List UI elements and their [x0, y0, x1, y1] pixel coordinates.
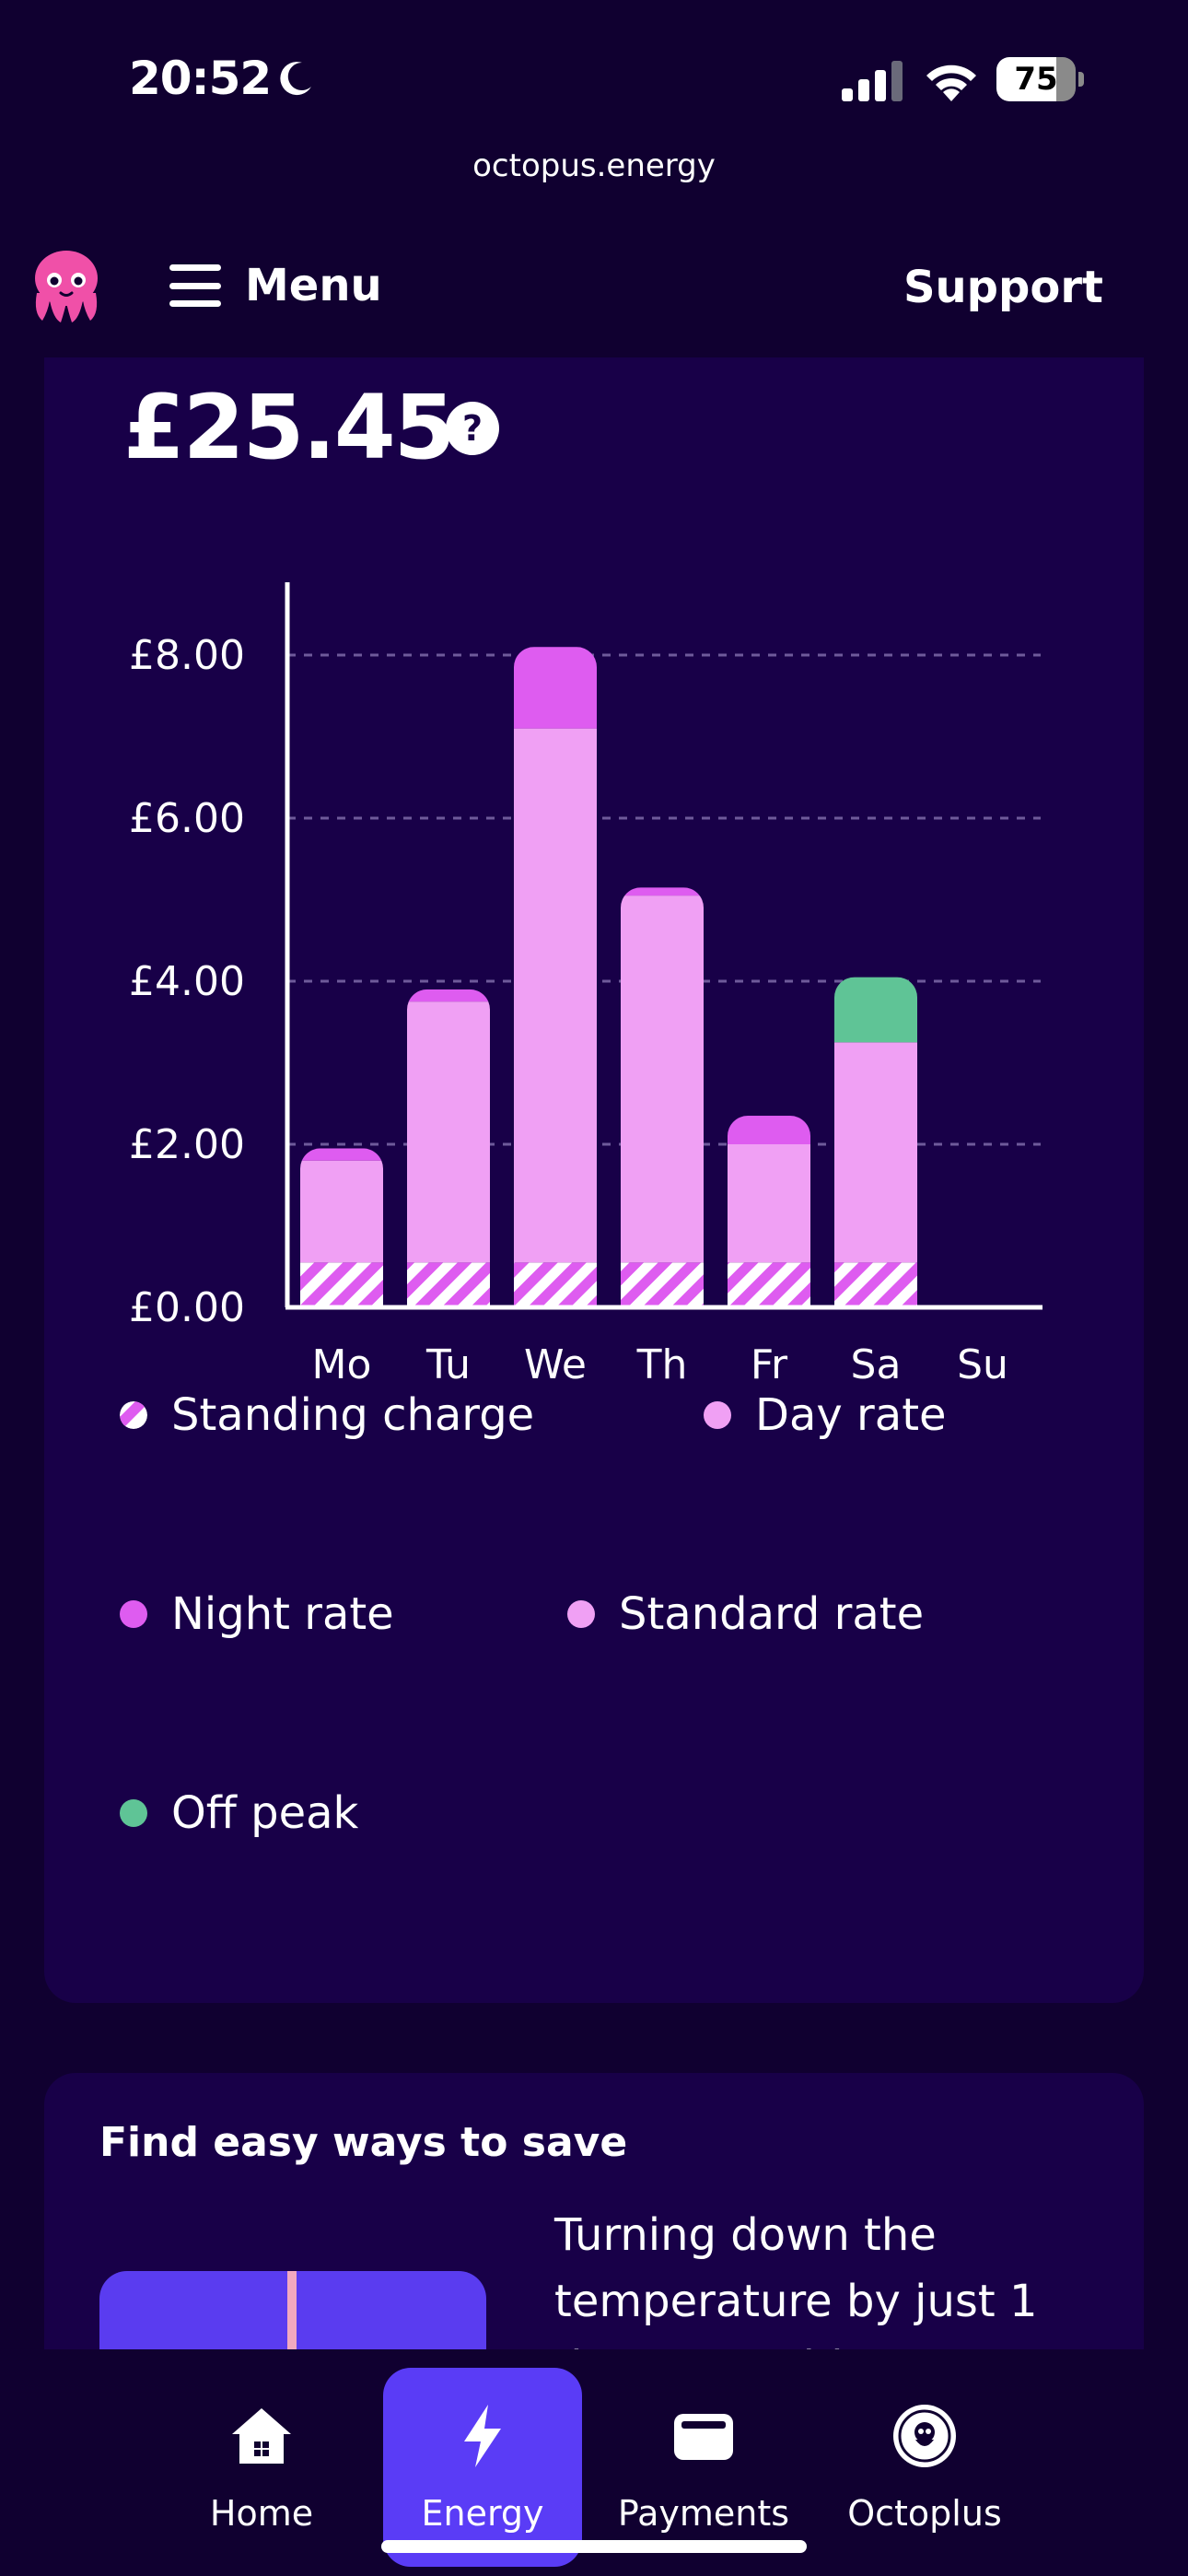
tab-label: Energy	[421, 2493, 544, 2534]
app-header: Menu Support	[0, 221, 1188, 350]
save-card-body: Turning down the temperature by just 1 d…	[554, 2209, 1038, 2349]
bar-segment-night	[621, 887, 704, 896]
tab-octoplus[interactable]: Octoplus	[825, 2368, 1024, 2567]
bar-segment-night	[407, 989, 490, 1002]
x-tick-label: Mo	[312, 1341, 372, 1388]
bar-segment-night	[300, 1148, 383, 1161]
bar-segment-night	[514, 647, 597, 729]
wifi-icon	[926, 64, 976, 101]
legend-item-standard-rate: Standard rate	[567, 1588, 924, 1640]
tab-label: Home	[209, 2493, 314, 2534]
x-tick-label: Su	[957, 1341, 1008, 1388]
y-tick-label: £6.00	[129, 795, 245, 842]
cost-bar-chart: £0.00 £2.00 £4.00 £6.00 £8.00 Mo Tu We Th Fr Sa Su	[129, 582, 1042, 1388]
tab-label: Payments	[617, 2493, 790, 2534]
battery-icon: 75	[996, 57, 1085, 103]
bar-segment-standing	[728, 1262, 810, 1307]
y-tick-label: £4.00	[129, 958, 245, 1005]
menu-label: Menu	[245, 260, 382, 311]
legend-label: Standard rate	[619, 1588, 925, 1640]
bar-segment-standing	[407, 1262, 490, 1307]
bar-segment-standard	[728, 1144, 810, 1263]
x-tick-label: We	[524, 1341, 587, 1388]
legend-label: Night rate	[171, 1588, 394, 1640]
legend-label: Day rate	[755, 1389, 947, 1441]
tab-home[interactable]: Home	[162, 2368, 361, 2567]
night-rate-swatch	[120, 1600, 147, 1628]
home-icon	[232, 2408, 291, 2464]
bar-segment-standard	[300, 1160, 383, 1263]
tab-payments[interactable]: Payments	[604, 2368, 803, 2567]
bar-mo[interactable]	[300, 1148, 383, 1307]
bar-segment-standing	[621, 1262, 704, 1307]
y-tick-label: £8.00	[129, 632, 245, 679]
legend-label: Off peak	[171, 1787, 359, 1839]
hamburger-icon	[169, 264, 221, 307]
status-bar: 20:52 75 octopus.energy	[0, 0, 1188, 184]
octoplus-coin-icon	[893, 2405, 956, 2467]
x-tick-label: Tu	[425, 1341, 471, 1388]
battery-level	[996, 57, 1056, 101]
x-tick-label: Fr	[751, 1341, 788, 1388]
bar-segment-standard	[407, 1001, 490, 1263]
y-tick-label: £2.00	[129, 1121, 245, 1168]
save-tips-card[interactable]: Find easy ways to save Turning down the …	[44, 2073, 1144, 2349]
y-tick-label: £0.00	[129, 1284, 245, 1331]
x-tick-label: Th	[636, 1341, 688, 1388]
signal-icon	[842, 61, 903, 101]
menu-button[interactable]: Menu	[169, 252, 382, 319]
off-peak-swatch	[120, 1799, 147, 1827]
bar-segment-standard	[514, 728, 597, 1263]
bar-segment-standing	[514, 1262, 597, 1307]
legend-item-standing-charge: Standing charge	[120, 1389, 534, 1441]
lightning-icon	[464, 2405, 501, 2467]
legend-item-night-rate: Night rate	[120, 1588, 394, 1640]
bar-segment-standard	[621, 896, 704, 1263]
legend-label: Standing charge	[171, 1389, 535, 1441]
x-tick-label: Sa	[851, 1341, 902, 1388]
bar-segment-standard	[834, 1042, 917, 1263]
bottom-nav: Home Energy Payments Octoplus	[0, 2355, 1188, 2576]
tab-energy[interactable]: Energy	[383, 2368, 582, 2567]
bar-th[interactable]	[621, 887, 704, 1307]
battery-percent: 75	[1014, 61, 1058, 98]
standard-rate-swatch	[567, 1600, 595, 1628]
home-indicator	[381, 2540, 807, 2553]
bar-segment-night	[728, 1116, 810, 1144]
wallet-icon	[674, 2414, 733, 2460]
status-time: 20:52	[129, 52, 272, 105]
usage-chart-card: £25.45 ? £0.00 £2.00 £4.00 £6.00 £8.00 Mo Tu W…	[44, 357, 1144, 2003]
bar-fr[interactable]	[728, 1116, 810, 1307]
bar-we[interactable]	[514, 647, 597, 1307]
thermostat-illustration	[99, 2271, 486, 2349]
bar-sa[interactable]	[834, 977, 917, 1307]
support-link[interactable]: Support	[903, 262, 1103, 313]
help-icon[interactable]: ?	[446, 402, 499, 455]
moon-icon	[280, 62, 311, 96]
save-card-title: Find easy ways to save	[99, 2119, 628, 2166]
bar-tu[interactable]	[407, 989, 490, 1307]
standing-charge-swatch	[120, 1401, 147, 1429]
url-bar[interactable]: octopus.energy	[472, 147, 716, 184]
bar-segment-offpeak	[834, 977, 917, 1043]
tab-label: Octoplus	[847, 2493, 1002, 2534]
bar-segment-standing	[300, 1262, 383, 1307]
legend-item-day-rate: Day rate	[704, 1389, 947, 1441]
bar-segment-standing	[834, 1262, 917, 1307]
day-rate-swatch	[704, 1401, 731, 1429]
octopus-logo-icon[interactable]	[29, 247, 103, 324]
chart-legend: Standing charge Day rate Night rate Stan…	[120, 1389, 1133, 1942]
total-cost: £25.45	[123, 376, 455, 479]
legend-item-off-peak: Off peak	[120, 1787, 358, 1839]
